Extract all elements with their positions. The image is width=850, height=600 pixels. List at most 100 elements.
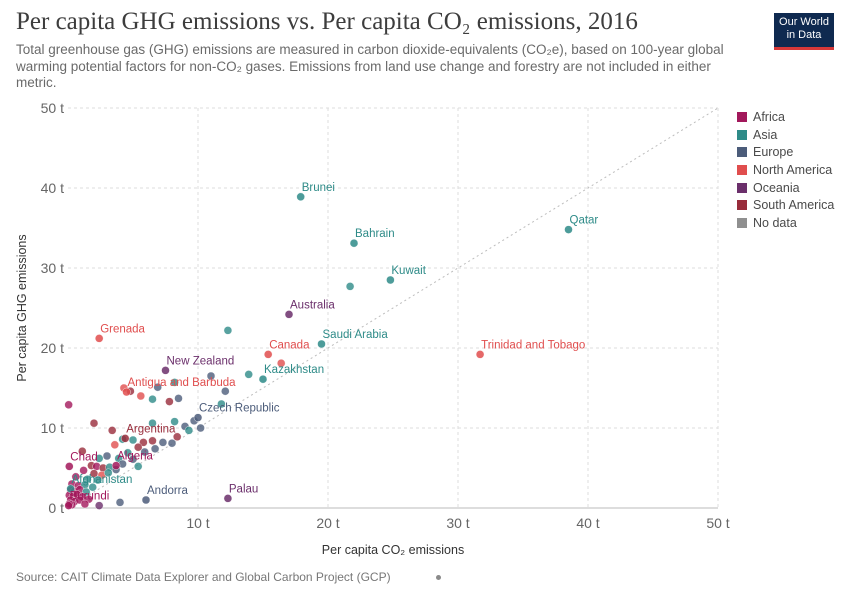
data-point [317, 339, 326, 349]
x-tick-label: 20 t [316, 515, 339, 531]
legend-item[interactable]: No data [737, 214, 834, 232]
legend-item[interactable]: Europe [737, 143, 834, 161]
data-point [148, 436, 157, 445]
data-point [170, 378, 179, 387]
data-point [193, 413, 203, 422]
data-point [78, 447, 87, 456]
data-point [564, 225, 573, 234]
legend-label: North America [753, 162, 833, 177]
data-point [141, 495, 151, 505]
legend-swatch [737, 164, 747, 175]
data-point [120, 434, 130, 443]
data-point [223, 494, 233, 503]
point-label: Grenada [100, 323, 145, 335]
legend-swatch [737, 129, 747, 140]
data-point [184, 426, 194, 435]
data-point [65, 462, 74, 471]
data-point [161, 366, 170, 375]
legend-label: Asia [753, 127, 778, 142]
data-point [140, 447, 149, 457]
data-point [158, 438, 168, 447]
data-point [150, 444, 160, 453]
data-point [165, 397, 174, 406]
x-tick-label: 50 t [706, 515, 729, 531]
x-tick-label: 40 t [576, 515, 599, 531]
y-tick-label: 0 t [48, 500, 64, 516]
data-point [136, 391, 146, 401]
reference-line-y-equals-x [67, 107, 719, 509]
chart-title: Per capita GHG emissions vs. Per capita … [16, 8, 638, 35]
y-tick-label: 40 t [41, 180, 64, 196]
legend-label: Africa [753, 109, 785, 124]
legend-swatch [737, 200, 747, 211]
legend-item[interactable]: Oceania [737, 179, 834, 197]
data-point [296, 192, 305, 202]
legend-swatch [737, 217, 747, 228]
data-point [102, 451, 112, 461]
data-point [172, 432, 182, 441]
data-point [111, 461, 121, 470]
data-point [284, 310, 294, 319]
legend-item[interactable]: Africa [737, 108, 834, 126]
x-tick-label: 10 t [186, 515, 209, 531]
legend-label: Europe [753, 145, 794, 160]
legend-swatch [737, 182, 747, 193]
x-axis-label: Per capita CO₂ emissions [322, 543, 464, 557]
y-tick-label: 10 t [41, 420, 64, 436]
data-point [196, 423, 205, 433]
point-label: Saudi Arabia [323, 329, 389, 341]
logo-line-1: Our World [779, 16, 829, 28]
y-tick-label: 50 t [41, 100, 64, 116]
legend-swatch [737, 147, 747, 158]
point-label: Burundi [70, 491, 110, 503]
data-point [104, 468, 113, 477]
data-point [264, 350, 273, 359]
data-point [170, 417, 179, 426]
point-label: Argentina [126, 423, 176, 435]
data-point [80, 499, 90, 509]
point-label: Canada [269, 339, 310, 351]
data-point [174, 394, 183, 403]
point-label: Kazakhstan [264, 364, 324, 376]
data-point [122, 387, 131, 397]
legend-item[interactable]: North America [737, 161, 834, 179]
legend-label: No data [753, 215, 797, 230]
data-point [148, 395, 157, 404]
point-label: Kuwait [391, 265, 426, 277]
data-point [94, 501, 104, 510]
data-point [148, 419, 157, 428]
point-label: Andorra [147, 485, 189, 497]
data-point [244, 370, 253, 379]
data-point [221, 387, 230, 396]
data-point [128, 435, 138, 445]
data-point [66, 484, 75, 493]
data-point [94, 454, 104, 463]
data-point [386, 275, 395, 285]
legend-item[interactable]: South America [737, 196, 834, 214]
point-label: Brunei [302, 182, 335, 194]
point-label: Trinidad and Tobago [481, 339, 585, 351]
point-label: Chad [70, 451, 98, 463]
logo-line-2: in Data [786, 28, 822, 41]
point-label: New Zealand [167, 355, 235, 367]
data-point [345, 282, 355, 291]
point-label: Antigua and Barbuda [128, 377, 237, 389]
legend-label: Oceania [753, 180, 800, 195]
data-point [64, 400, 73, 409]
data-point [258, 375, 268, 384]
data-point [133, 443, 143, 452]
data-point [94, 334, 104, 343]
data-point [115, 498, 125, 507]
data-point [110, 440, 120, 449]
point-label: Afghanistan [72, 474, 133, 486]
owid-logo[interactable]: Our World in Data [774, 13, 834, 50]
data-point [277, 359, 286, 368]
data-point [153, 383, 162, 392]
y-axis-label: Per capita GHG emissions [15, 234, 29, 381]
footer-dot-icon [436, 575, 441, 580]
legend-item[interactable]: Asia [737, 126, 834, 144]
point-label: Palau [229, 483, 258, 495]
y-tick-label: 30 t [41, 260, 64, 276]
point-label: Qatar [570, 215, 599, 227]
